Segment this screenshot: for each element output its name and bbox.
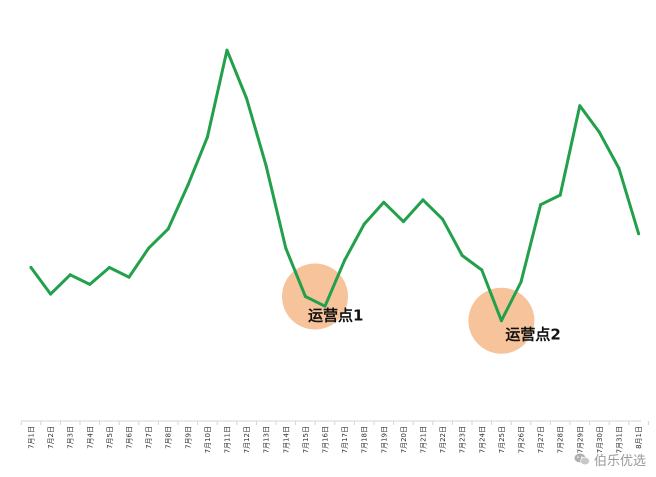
- x-tick-label-24: 7月24日: [478, 426, 486, 453]
- data-point-24: [480, 268, 484, 272]
- data-point-9: [186, 183, 190, 187]
- data-point-21: [421, 198, 425, 202]
- data-point-29: [578, 104, 582, 108]
- x-tick-label-22: 7月22日: [439, 426, 447, 453]
- watermark: 伯乐优选: [574, 450, 646, 469]
- data-point-16: [323, 304, 327, 308]
- annotation-label-2: 运营点2: [505, 326, 560, 344]
- data-point-32: [637, 232, 641, 236]
- x-tick-label-28: 7月28日: [557, 426, 565, 453]
- x-tick-label-13: 7月13日: [263, 426, 271, 453]
- x-tick-label-3: 7月3日: [67, 426, 75, 449]
- data-point-20: [401, 220, 405, 224]
- x-tick-label-32: 8月1日: [635, 426, 643, 449]
- x-tick-label-11: 7月11日: [224, 426, 232, 453]
- x-tick-label-8: 7月8日: [165, 426, 173, 449]
- x-tick-label-7: 7月7日: [145, 426, 153, 449]
- annotation-label-1: 运营点1: [308, 307, 363, 325]
- data-point-3: [68, 273, 72, 277]
- data-point-11: [225, 48, 229, 52]
- data-point-22: [441, 217, 445, 221]
- x-tick-label-14: 7月14日: [282, 426, 290, 453]
- data-point-4: [88, 282, 92, 286]
- x-tick-label-2: 7月2日: [47, 426, 55, 449]
- data-point-6: [127, 275, 131, 279]
- x-tick-label-16: 7月16日: [322, 426, 330, 453]
- data-point-30: [597, 130, 601, 134]
- data-point-25: [499, 319, 503, 323]
- x-tick-label-6: 7月6日: [126, 426, 134, 449]
- x-tick-label-21: 7月21日: [420, 426, 428, 453]
- x-tick-label-29: 7月29日: [576, 426, 584, 453]
- x-tick-label-30: 7月30日: [596, 426, 604, 453]
- data-point-23: [460, 254, 464, 257]
- x-tick-label-31: 7月31日: [616, 426, 624, 453]
- data-point-12: [245, 97, 249, 100]
- data-point-27: [539, 203, 543, 207]
- x-tick-label-18: 7月18日: [361, 426, 369, 453]
- x-tick-label-9: 7月9日: [184, 426, 192, 449]
- x-tick-label-17: 7月17日: [341, 426, 349, 453]
- x-tick-label-19: 7月19日: [380, 426, 388, 453]
- x-axis-tick-labels: 7月1日 7月2日 7月3日 7月4日 7月5日 7月6日 7月7日 7月8日 7月9日 7月10…: [28, 426, 644, 453]
- data-point-10: [205, 135, 209, 139]
- annotation-labels: 运营点1 运营点2: [308, 307, 561, 344]
- data-point-31: [617, 167, 621, 170]
- data-point-26: [519, 280, 523, 284]
- watermark-text: 伯乐优选: [593, 454, 646, 469]
- x-tick-label-10: 7月10日: [204, 426, 212, 453]
- x-tick-label-15: 7月15日: [302, 426, 310, 453]
- x-tick-label-25: 7月25日: [498, 426, 506, 453]
- data-point-15: [303, 295, 307, 298]
- x-tick-label-5: 7月5日: [106, 426, 114, 449]
- data-point-1: [29, 266, 33, 269]
- wechat-icon: [574, 453, 590, 466]
- data-point-17: [343, 258, 347, 262]
- x-tick-label-23: 7月23日: [459, 426, 467, 453]
- x-tick-label-4: 7月4日: [86, 426, 94, 449]
- x-tick-label-26: 7月26日: [518, 426, 526, 453]
- data-points: [29, 48, 641, 323]
- data-point-28: [558, 193, 562, 197]
- series-line: [29, 48, 641, 323]
- data-point-5: [107, 266, 111, 269]
- x-tick-label-12: 7月12日: [243, 426, 251, 453]
- data-point-14: [284, 246, 288, 250]
- x-tick-label-27: 7月27日: [537, 426, 545, 453]
- data-point-13: [264, 164, 268, 168]
- x-axis-ticks: [20, 421, 649, 425]
- data-point-8: [166, 227, 170, 231]
- x-tick-label-20: 7月20日: [400, 426, 408, 453]
- data-point-18: [362, 222, 366, 226]
- data-point-7: [147, 246, 151, 250]
- data-point-2: [49, 292, 53, 296]
- x-tick-label-1: 7月1日: [28, 426, 36, 449]
- data-point-19: [382, 200, 386, 204]
